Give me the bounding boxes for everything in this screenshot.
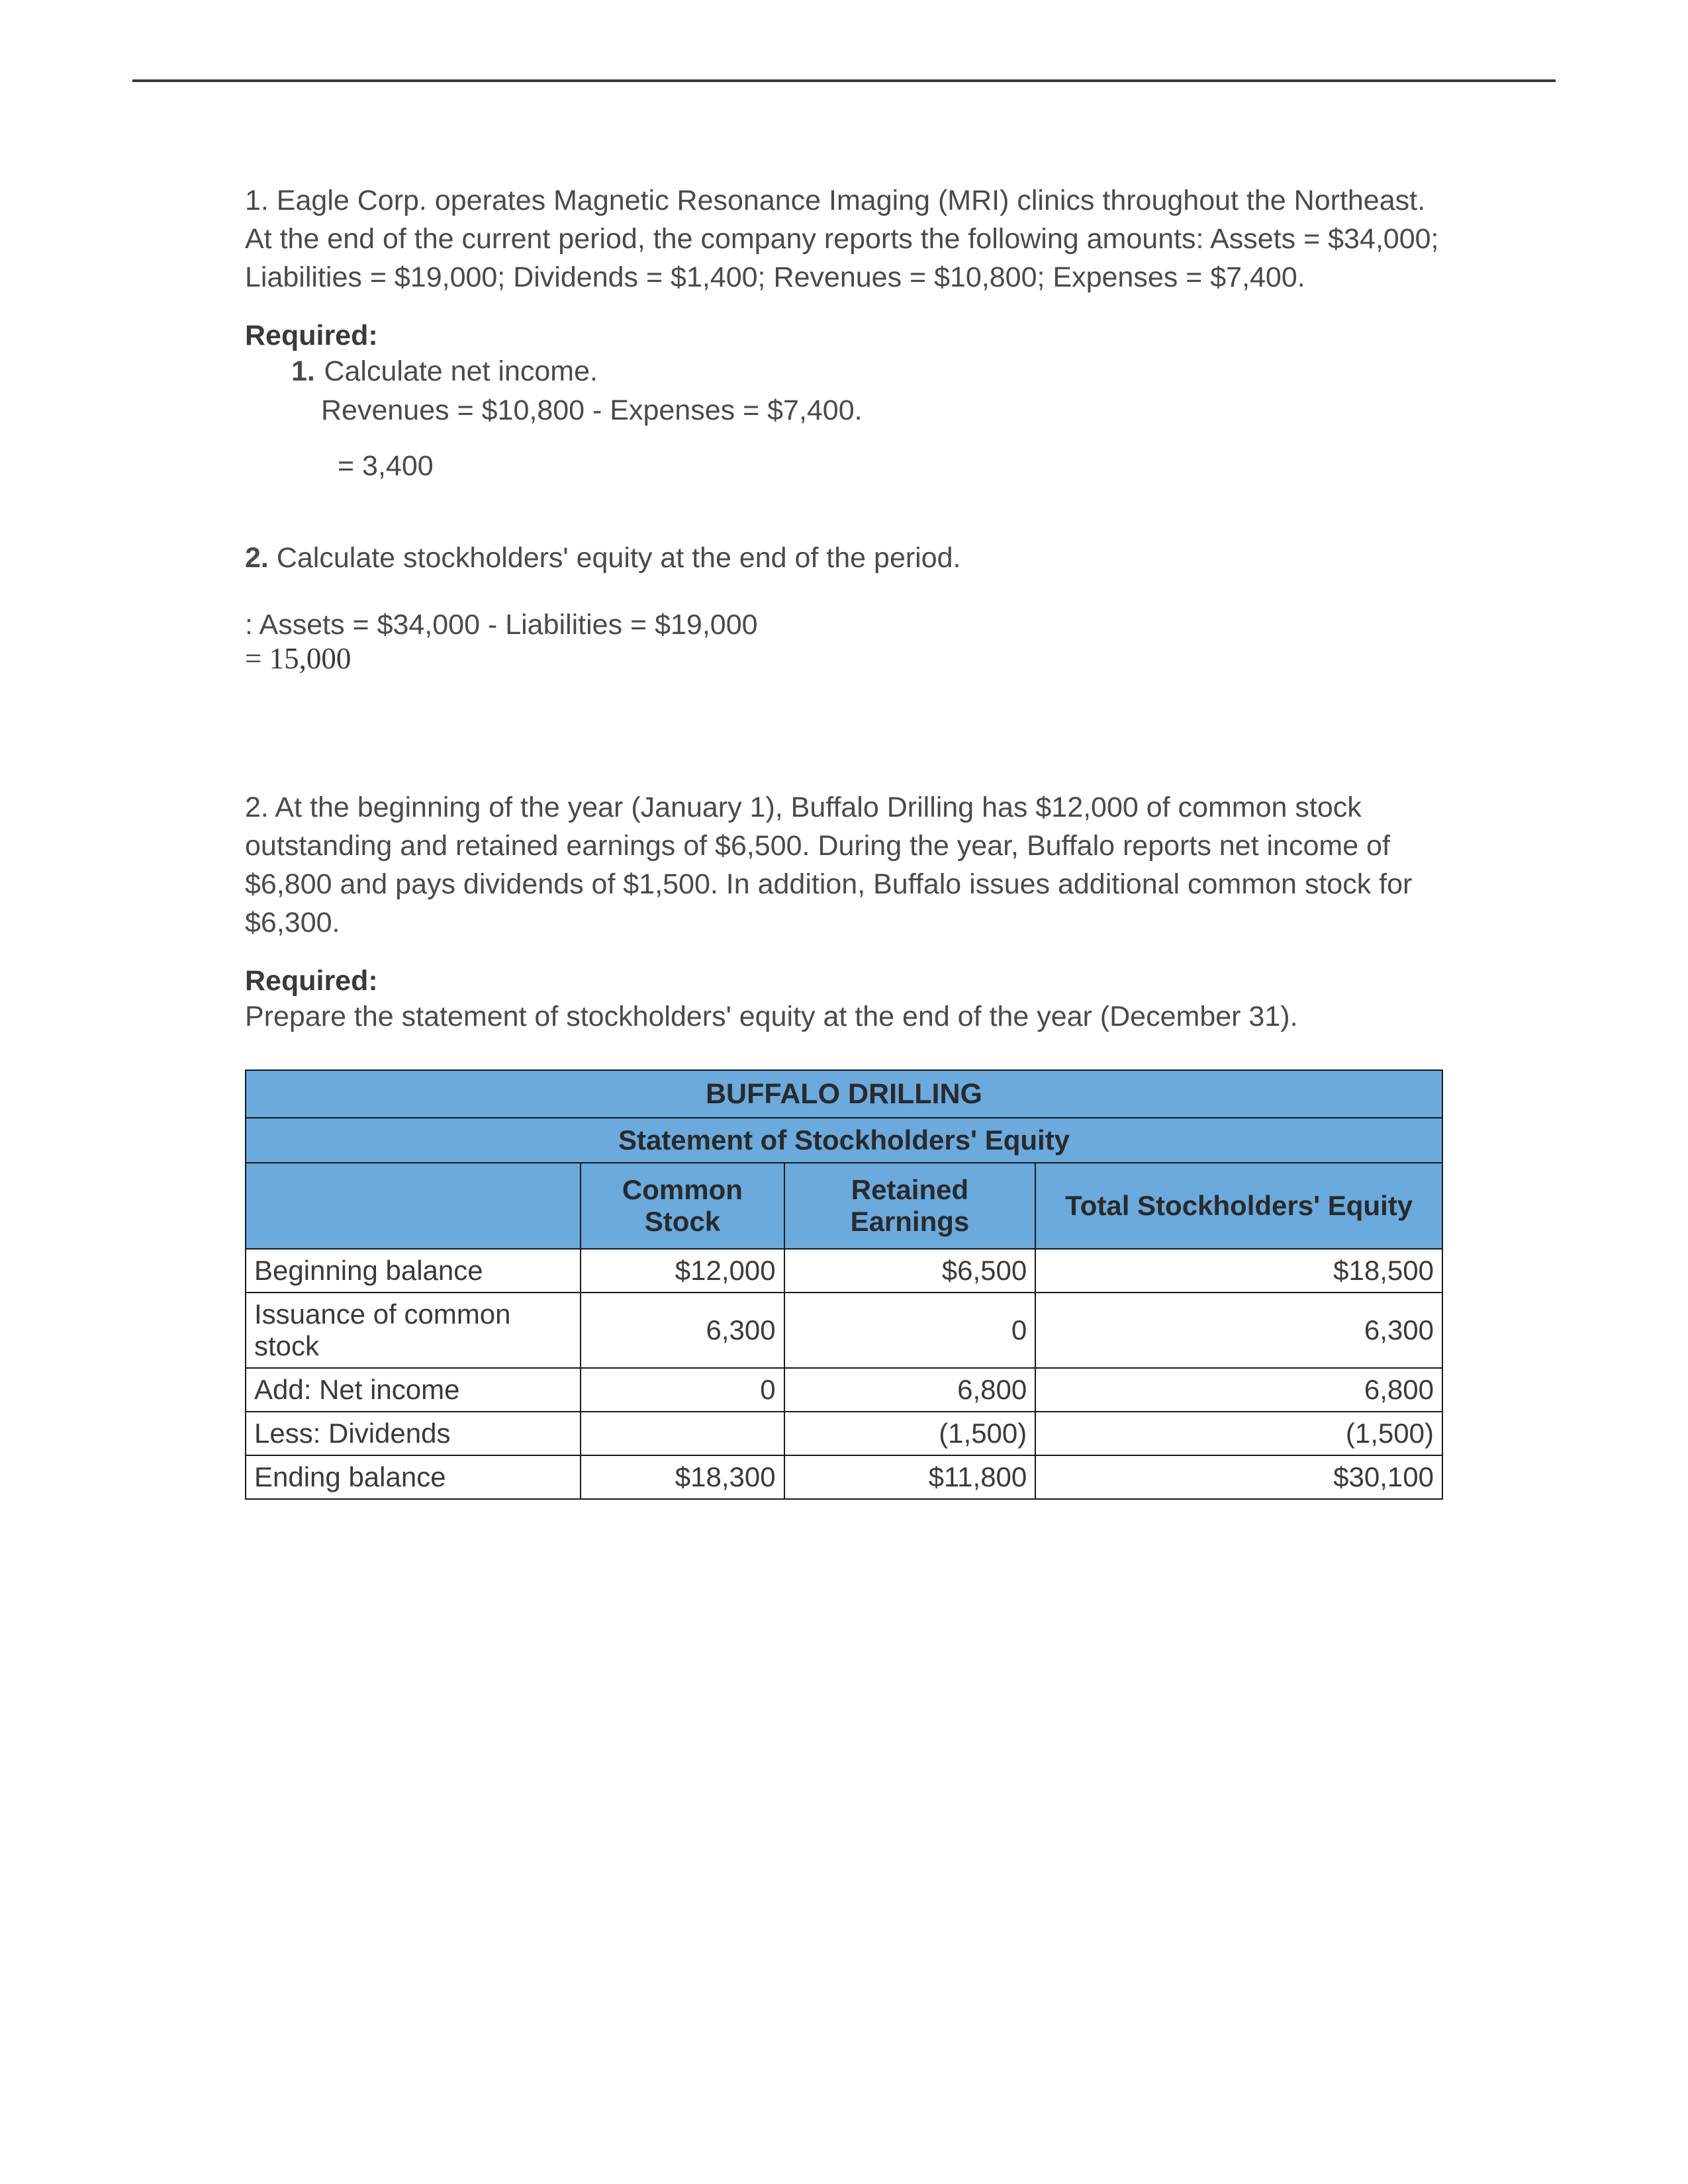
page-container: 1. Eagle Corp. operates Magnetic Resonan…: [0, 0, 1688, 1500]
table-statement-title: Statement of Stockholders' Equity: [246, 1118, 1442, 1163]
table-row: Less: Dividends (1,500) (1,500): [246, 1412, 1442, 1455]
table-row: Issuance of common stock 6,300 0 6,300: [246, 1293, 1442, 1368]
spacer: [245, 676, 1443, 788]
col-header-empty: [246, 1163, 581, 1249]
table-company-name: BUFFALO DRILLING: [246, 1070, 1442, 1118]
content-area: 1. Eagle Corp. operates Magnetic Resonan…: [132, 181, 1556, 1500]
q2-intro: 2. At the beginning of the year (January…: [245, 788, 1443, 942]
cell-total: $18,500: [1035, 1249, 1442, 1293]
table-company-row: BUFFALO DRILLING: [246, 1070, 1442, 1118]
row-label: Issuance of common stock: [246, 1293, 581, 1368]
cell-retained: 0: [784, 1293, 1036, 1368]
table-row-ending: Ending balance $18,300 $11,800 $30,100: [246, 1455, 1442, 1499]
spacer: [245, 482, 1443, 542]
cell-common: [581, 1412, 784, 1455]
q1-part1-number: 1.: [291, 355, 321, 388]
cell-total: 6,800: [1035, 1368, 1442, 1412]
cell-retained: (1,500): [784, 1412, 1036, 1455]
cell-common: 6,300: [581, 1293, 784, 1368]
q1-part2-number: 2.: [245, 542, 269, 574]
q1-part1: 1. Calculate net income.: [245, 355, 1443, 388]
q1-part1-answer: = 3,400: [245, 450, 1443, 482]
row-label: Ending balance: [246, 1455, 581, 1499]
cell-common: $18,300: [581, 1455, 784, 1499]
table-title-row: Statement of Stockholders' Equity: [246, 1118, 1442, 1163]
cell-total: 6,300: [1035, 1293, 1442, 1368]
q1-part2-answer: = 15,000: [245, 641, 1443, 676]
cell-total: $30,100: [1035, 1455, 1442, 1499]
col-header-retained-earnings: Retained Earnings: [784, 1163, 1036, 1249]
cell-retained: 6,800: [784, 1368, 1036, 1412]
q1-part2-text: Calculate stockholders' equity at the en…: [277, 542, 961, 574]
row-label: Less: Dividends: [246, 1412, 581, 1455]
table-column-headers: Common Stock Retained Earnings Total Sto…: [246, 1163, 1442, 1249]
table-row: Add: Net income 0 6,800 6,800: [246, 1368, 1442, 1412]
col-header-common-stock: Common Stock: [581, 1163, 784, 1249]
q1-part2-calc: : Assets = $34,000 - Liabilities = $19,0…: [245, 609, 1443, 641]
row-label: Add: Net income: [246, 1368, 581, 1412]
cell-retained: $11,800: [784, 1455, 1036, 1499]
q1-part2: 2. Calculate stockholders' equity at the…: [245, 542, 1443, 574]
cell-total: (1,500): [1035, 1412, 1442, 1455]
q1-part1-text: Calculate net income.: [324, 355, 598, 387]
q2-required-label: Required:: [245, 965, 1443, 997]
q1-part1-calc: Revenues = $10,800 - Expenses = $7,400.: [245, 394, 1443, 427]
q1-required-label: Required:: [245, 320, 1443, 352]
stockholders-equity-table: BUFFALO DRILLING Statement of Stockholde…: [245, 1069, 1443, 1500]
top-horizontal-rule: [132, 79, 1556, 82]
spacer: [245, 576, 1443, 609]
cell-retained: $6,500: [784, 1249, 1036, 1293]
row-label: Beginning balance: [246, 1249, 581, 1293]
q1-intro: 1. Eagle Corp. operates Magnetic Resonan…: [245, 181, 1443, 296]
cell-common: 0: [581, 1368, 784, 1412]
cell-common: $12,000: [581, 1249, 784, 1293]
table-row: Beginning balance $12,000 $6,500 $18,500: [246, 1249, 1442, 1293]
col-header-total-equity: Total Stockholders' Equity: [1035, 1163, 1442, 1249]
q2-prepare-text: Prepare the statement of stockholders' e…: [245, 1001, 1443, 1033]
